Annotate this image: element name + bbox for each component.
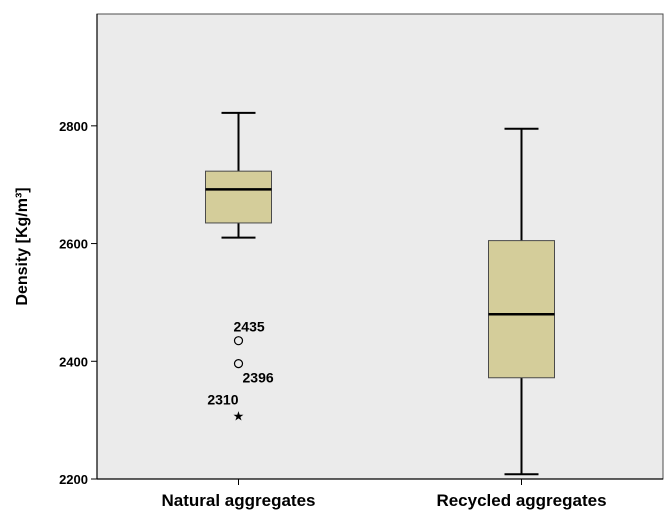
outlier-point <box>233 359 244 369</box>
box-0: 2435 2396 ★ 2310 <box>205 111 274 424</box>
extreme-point: ★ <box>233 409 245 424</box>
outlier-label: 2435 <box>234 319 265 335</box>
y-tick-label: 2200 <box>59 472 88 487</box>
outlier-label: 2396 <box>243 370 274 386</box>
x-tick-label: Natural aggregates <box>162 491 316 510</box>
iqr-box <box>488 240 555 379</box>
outlier-label: 2310 <box>207 391 238 407</box>
y-ticks: 2200 2400 2600 2800 <box>59 119 97 487</box>
x-tick-label: Recycled aggregates <box>436 491 606 510</box>
boxes-group: 2435 2396 ★ 2310 <box>205 111 555 476</box>
y-tick-label: 2600 <box>59 237 88 252</box>
iqr-box <box>205 170 272 224</box>
plot-area <box>96 13 664 480</box>
y-tick-label: 2400 <box>59 354 88 369</box>
y-axis-title: Density [Kg/m³] <box>14 187 31 305</box>
box-1 <box>488 127 555 476</box>
outlier-point <box>233 336 244 346</box>
y-tick-label: 2800 <box>59 119 88 134</box>
x-ticks: Natural aggregates Recycled aggregates <box>162 479 607 510</box>
